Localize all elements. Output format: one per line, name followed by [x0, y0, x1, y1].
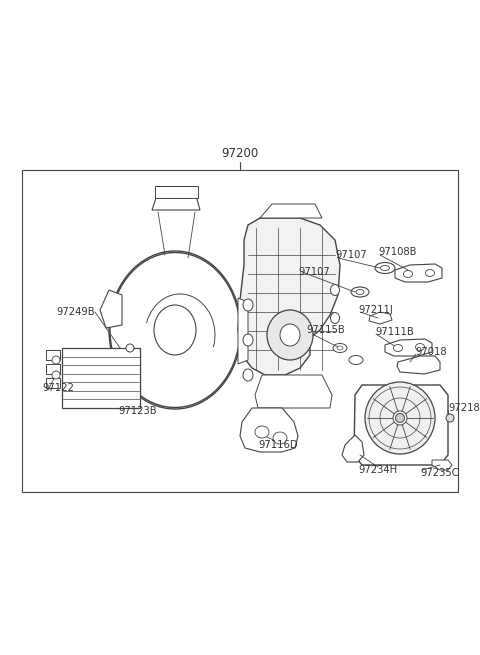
- Polygon shape: [432, 460, 452, 470]
- Ellipse shape: [280, 324, 300, 346]
- Bar: [46, 350, 60, 360]
- Polygon shape: [395, 264, 442, 282]
- Text: 97018: 97018: [415, 347, 446, 357]
- Ellipse shape: [243, 299, 253, 311]
- Ellipse shape: [52, 371, 60, 379]
- Polygon shape: [238, 298, 248, 364]
- Ellipse shape: [255, 426, 269, 438]
- Ellipse shape: [351, 287, 369, 297]
- Text: 97235C: 97235C: [420, 468, 458, 478]
- Ellipse shape: [52, 356, 60, 364]
- Ellipse shape: [381, 265, 389, 271]
- Ellipse shape: [416, 343, 424, 350]
- Ellipse shape: [375, 263, 395, 274]
- Text: 97234H: 97234H: [359, 465, 397, 475]
- Text: 97107: 97107: [335, 250, 367, 260]
- Text: 97218: 97218: [448, 403, 480, 413]
- Polygon shape: [238, 218, 340, 375]
- Ellipse shape: [425, 269, 434, 276]
- Ellipse shape: [154, 305, 196, 355]
- Ellipse shape: [446, 414, 454, 422]
- Polygon shape: [100, 290, 122, 328]
- Polygon shape: [369, 312, 392, 324]
- Polygon shape: [240, 408, 298, 452]
- Bar: [46, 364, 60, 374]
- Text: 97200: 97200: [221, 147, 259, 160]
- Ellipse shape: [393, 411, 407, 425]
- Ellipse shape: [331, 312, 339, 324]
- Ellipse shape: [365, 382, 435, 454]
- Polygon shape: [385, 339, 432, 356]
- Ellipse shape: [109, 251, 241, 409]
- Text: 97249B: 97249B: [56, 307, 95, 317]
- Polygon shape: [260, 204, 322, 218]
- Polygon shape: [342, 435, 364, 462]
- Bar: [62, 348, 140, 408]
- Ellipse shape: [243, 369, 253, 381]
- Bar: [22, 170, 458, 492]
- Ellipse shape: [356, 290, 364, 295]
- Ellipse shape: [333, 343, 347, 352]
- Text: 97107: 97107: [298, 267, 330, 277]
- Ellipse shape: [394, 345, 403, 352]
- Ellipse shape: [273, 432, 287, 444]
- Ellipse shape: [243, 334, 253, 346]
- Text: 97123B: 97123B: [119, 406, 157, 416]
- Polygon shape: [397, 356, 440, 374]
- Polygon shape: [255, 375, 332, 408]
- Ellipse shape: [331, 284, 339, 295]
- Ellipse shape: [349, 356, 363, 364]
- Bar: [46, 378, 60, 388]
- Ellipse shape: [396, 413, 405, 422]
- Text: 97116D: 97116D: [258, 440, 298, 450]
- Text: 97108B: 97108B: [378, 247, 417, 257]
- Ellipse shape: [337, 346, 343, 350]
- Polygon shape: [354, 385, 448, 465]
- Bar: [155, 186, 198, 198]
- Text: 97122: 97122: [42, 383, 74, 393]
- Text: 97211J: 97211J: [358, 305, 393, 315]
- Text: 97115B: 97115B: [306, 325, 345, 335]
- Polygon shape: [152, 192, 200, 210]
- Text: 97111B: 97111B: [375, 327, 414, 337]
- Ellipse shape: [126, 344, 134, 352]
- Ellipse shape: [404, 271, 412, 278]
- Ellipse shape: [267, 310, 313, 360]
